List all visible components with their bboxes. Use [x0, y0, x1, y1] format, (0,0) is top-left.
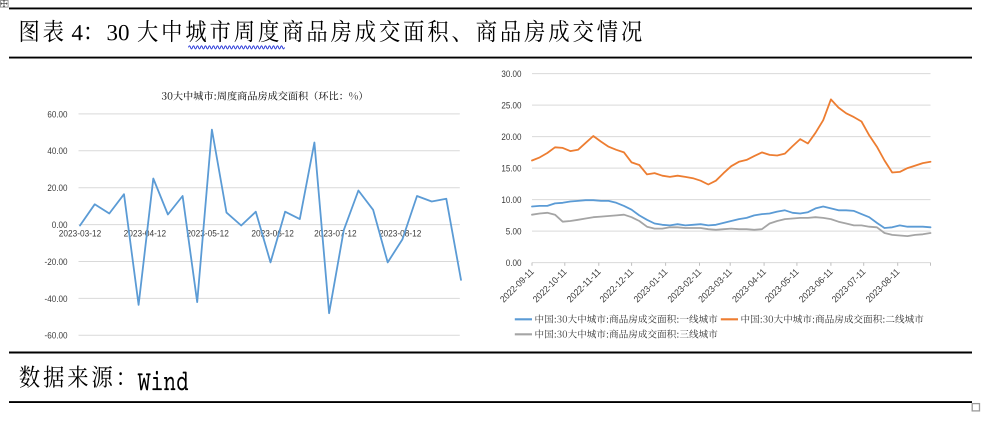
svg-text:2023-08-11: 2023-08-11 [864, 267, 902, 305]
svg-text:-20.00: -20.00 [45, 257, 68, 268]
svg-text:-40.00: -40.00 [45, 294, 68, 305]
svg-text:40.00: 40.00 [47, 146, 67, 157]
svg-text:20.00: 20.00 [501, 132, 521, 143]
svg-text:-60.00: -60.00 [45, 331, 68, 342]
svg-text:2022-12-11: 2022-12-11 [598, 267, 636, 305]
svg-text:2022-10-11: 2022-10-11 [531, 267, 569, 305]
svg-text:2023-07-12: 2023-07-12 [314, 228, 357, 239]
svg-text:25.00: 25.00 [501, 101, 521, 112]
svg-text:15.00: 15.00 [501, 164, 521, 175]
svg-text:2023-06-12: 2023-06-12 [251, 228, 294, 239]
svg-text:60.00: 60.00 [47, 109, 67, 120]
svg-text:2023-01-11: 2023-01-11 [632, 267, 670, 305]
svg-text:2023-05-11: 2023-05-11 [763, 267, 801, 305]
svg-text:2023-07-11: 2023-07-11 [830, 267, 868, 305]
svg-text:2023-03-12: 2023-03-12 [59, 228, 102, 239]
svg-text:2023-05-12: 2023-05-12 [186, 228, 229, 239]
svg-text:2023-04-12: 2023-04-12 [124, 228, 167, 239]
svg-text:2023-06-11: 2023-06-11 [797, 267, 835, 305]
svg-text:2022-11-11: 2022-11-11 [565, 267, 603, 305]
svg-text:10.00: 10.00 [501, 195, 521, 206]
svg-text:2023-04-11: 2023-04-11 [730, 267, 768, 305]
svg-text:2023-08-12: 2023-08-12 [379, 228, 422, 239]
svg-text:5.00: 5.00 [506, 227, 522, 238]
svg-text:2022-09-11: 2022-09-11 [498, 267, 536, 305]
svg-text:0.00: 0.00 [506, 258, 522, 269]
svg-text:0.00: 0.00 [52, 220, 68, 231]
svg-text:20.00: 20.00 [47, 183, 67, 194]
svg-text:30.00: 30.00 [501, 69, 521, 80]
